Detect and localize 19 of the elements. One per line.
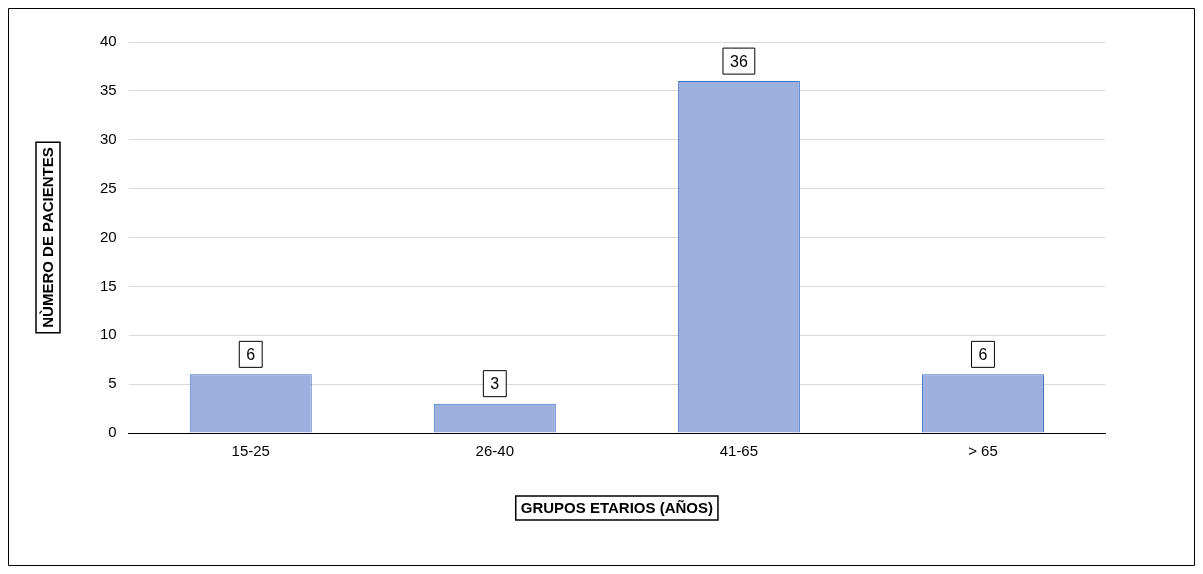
y-tick-label: 10: [100, 325, 117, 343]
data-label: 3: [490, 375, 500, 393]
x-tick-label: 41-65: [719, 442, 759, 460]
y-tick-label: 30: [100, 129, 117, 147]
y-tick-label: 0: [108, 423, 117, 441]
data-label: 36: [729, 52, 748, 70]
x-axis-title: GRUPOS ETARIOS (AÑOS): [520, 499, 713, 517]
y-tick-label: 25: [100, 178, 117, 196]
y-tick-label: 40: [100, 32, 117, 50]
x-tick-label: 26-40: [475, 442, 514, 460]
y-tick-label: 15: [100, 276, 117, 294]
x-tick-label: > 65: [968, 442, 998, 460]
data-label: 6: [978, 345, 988, 363]
y-tick-label: 35: [100, 81, 117, 99]
x-tick-label: 15-25: [231, 442, 270, 460]
y-tick-label: 5: [108, 374, 117, 392]
y-axis-title: NÙMERO DE PACIENTES: [39, 147, 57, 328]
data-label: 6: [246, 345, 256, 363]
y-tick-label: 20: [100, 227, 117, 245]
